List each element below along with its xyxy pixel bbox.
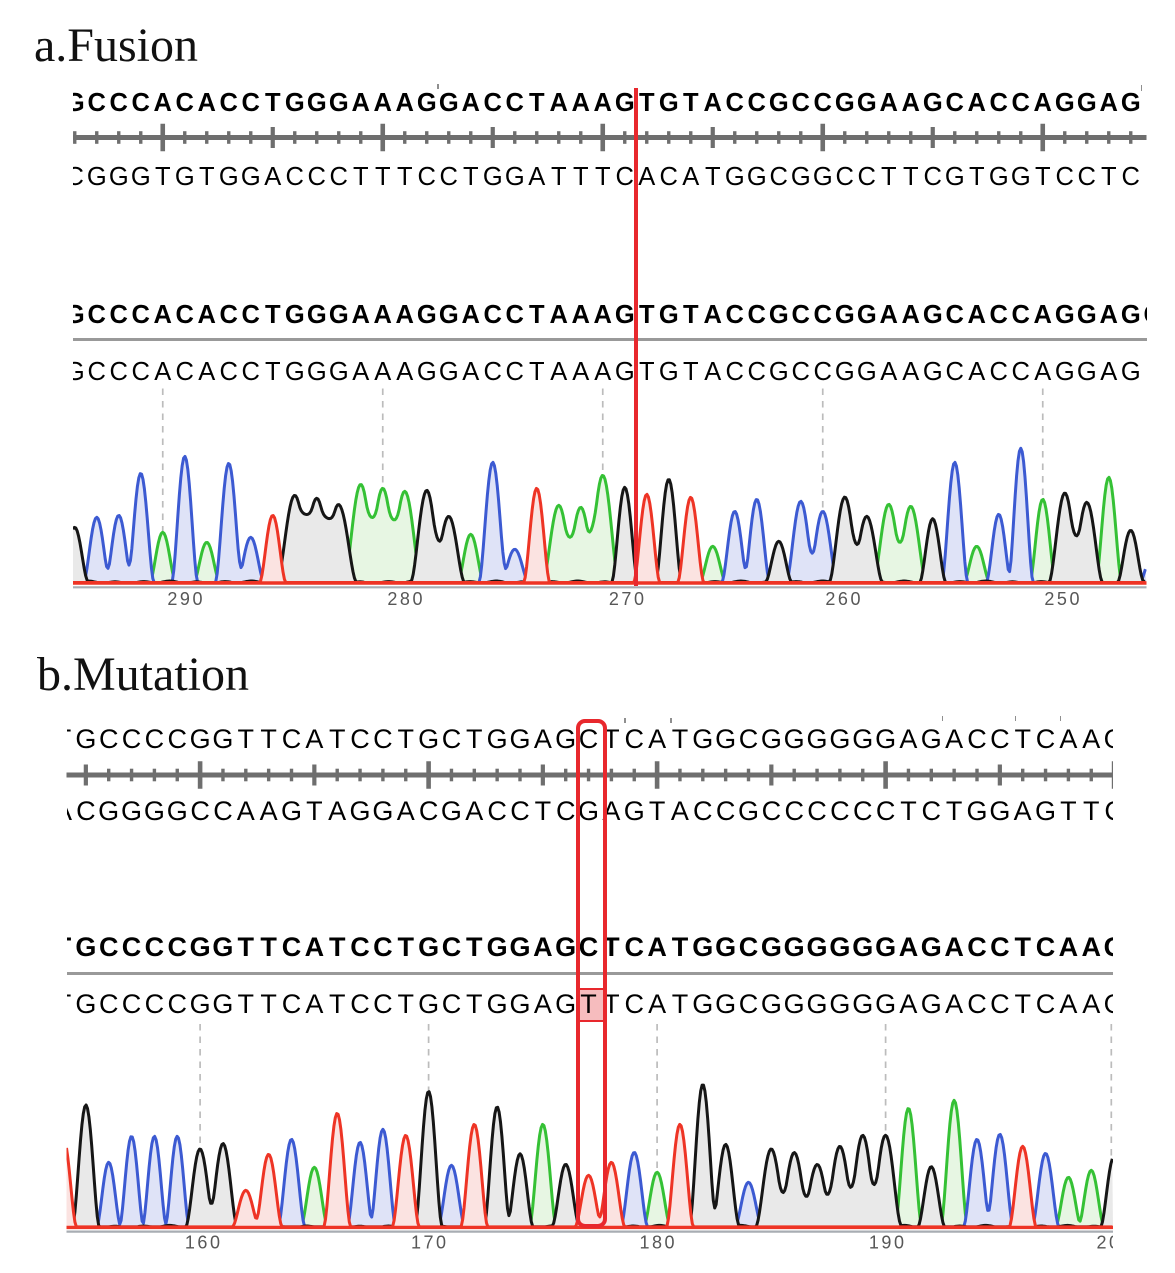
svg-text:290: 290 [167,589,205,609]
svg-text:190: 190 [869,1233,907,1253]
svg-text:250: 250 [1044,589,1082,609]
svg-text:170: 170 [411,1233,449,1253]
svg-text:270: 270 [609,589,647,609]
svg-text:200: 200 [1097,1233,1135,1253]
svg-text:280: 280 [387,589,425,609]
svg-text:180: 180 [640,1233,678,1253]
svg-text:160: 160 [185,1233,223,1253]
svg-text:260: 260 [825,589,863,609]
